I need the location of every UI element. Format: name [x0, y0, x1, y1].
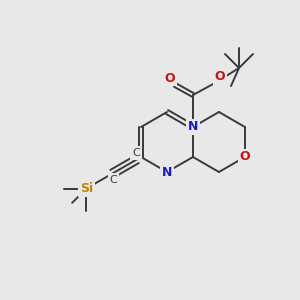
Text: C: C [109, 175, 117, 185]
Text: O: O [240, 151, 250, 164]
Text: O: O [165, 71, 175, 85]
Text: O: O [215, 70, 225, 83]
Text: N: N [188, 121, 198, 134]
Text: Si: Si [80, 182, 93, 195]
Text: N: N [162, 166, 172, 178]
Text: C: C [132, 148, 140, 158]
